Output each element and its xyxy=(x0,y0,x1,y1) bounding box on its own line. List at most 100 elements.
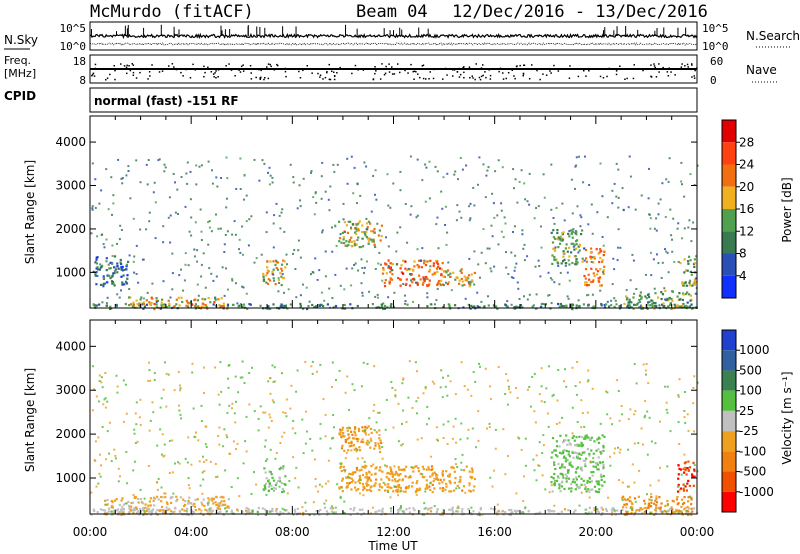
echo-cell xyxy=(360,231,364,234)
echo-cell xyxy=(107,510,110,513)
echo-cell xyxy=(550,231,553,234)
echo-cell xyxy=(462,485,466,488)
echo-cell xyxy=(568,462,571,465)
echo-cell xyxy=(441,262,444,265)
echo-cell xyxy=(467,274,471,277)
nave-point xyxy=(653,65,656,67)
echo-cell xyxy=(269,260,272,263)
echo-cell xyxy=(281,277,284,280)
echo-cell xyxy=(331,250,334,253)
echo-cell xyxy=(90,491,93,494)
nave-point xyxy=(375,70,377,72)
echo-cell xyxy=(138,302,141,305)
echo-cell xyxy=(556,229,559,232)
colorbar-segment xyxy=(722,186,736,209)
echo-cell xyxy=(693,262,697,265)
echo-cell xyxy=(187,501,190,504)
echo-cell xyxy=(198,165,201,168)
echo-cell xyxy=(402,283,405,285)
echo-cell xyxy=(655,306,658,309)
echo-cell xyxy=(573,481,577,484)
echo-cell xyxy=(262,488,265,491)
echo-cell xyxy=(401,422,403,425)
echo-cell xyxy=(382,267,385,270)
echo-cell xyxy=(159,509,162,512)
nave-point xyxy=(550,72,552,74)
echo-cell xyxy=(196,260,199,263)
echo-cell xyxy=(541,452,544,454)
nave-point xyxy=(690,68,692,71)
echo-cell xyxy=(149,504,152,507)
y-tick-label: 2000 xyxy=(55,222,86,236)
echo-cell xyxy=(514,178,517,181)
echo-cell xyxy=(165,509,168,512)
nave-point xyxy=(333,78,336,81)
echo-cell xyxy=(236,508,239,511)
echo-cell xyxy=(585,281,588,284)
nave-point xyxy=(255,76,257,79)
echo-cell xyxy=(689,495,691,498)
echo-cell xyxy=(579,467,583,470)
echo-cell xyxy=(267,278,270,281)
echo-cell xyxy=(148,220,151,223)
echo-cell xyxy=(655,510,658,513)
echo-cell xyxy=(478,156,481,159)
echo-cell xyxy=(212,502,215,505)
echo-cell xyxy=(135,159,138,162)
y-tick-label: 1000 xyxy=(55,471,86,485)
echo-cell xyxy=(97,436,100,439)
echo-cell xyxy=(340,436,343,439)
echo-cell xyxy=(581,260,584,263)
echo-cell xyxy=(297,486,300,489)
nave-point xyxy=(557,70,560,72)
echo-cell xyxy=(517,306,520,309)
echo-cell xyxy=(508,388,510,391)
echo-cell xyxy=(556,455,559,458)
echo-cell xyxy=(680,180,683,183)
echo-cell xyxy=(650,499,653,502)
echo-cell xyxy=(401,510,404,513)
echo-cell xyxy=(449,482,452,485)
cpid-panel-frame xyxy=(89,87,698,113)
echo-cell xyxy=(378,251,381,254)
echo-cell xyxy=(354,227,357,230)
echo-cell xyxy=(465,164,468,167)
echo-cell xyxy=(588,452,591,456)
echo-cell xyxy=(602,269,605,272)
echo-cell xyxy=(94,460,97,462)
echo-cell xyxy=(424,278,427,281)
echo-cell xyxy=(526,200,529,203)
echo-cell xyxy=(615,162,618,165)
echo-cell xyxy=(161,433,164,436)
echo-cell xyxy=(425,468,428,471)
echo-cell xyxy=(389,267,393,271)
echo-cell xyxy=(274,483,277,487)
echo-cell xyxy=(338,432,341,435)
echo-cell xyxy=(570,178,573,181)
nave-point xyxy=(393,73,396,75)
echo-cell xyxy=(387,296,390,299)
echo-cell xyxy=(423,279,426,283)
echo-cell xyxy=(693,469,696,473)
echo-cell xyxy=(135,401,138,404)
echo-cell xyxy=(588,496,591,499)
echo-cell xyxy=(247,507,250,511)
echo-cell xyxy=(342,238,345,241)
echo-cell xyxy=(518,437,521,440)
echo-cell xyxy=(568,455,571,458)
echo-cell xyxy=(553,510,556,513)
echo-cell xyxy=(617,446,619,449)
echo-cell xyxy=(506,305,509,308)
echo-cell xyxy=(160,508,163,512)
echo-cell xyxy=(263,162,266,165)
echo-cell xyxy=(392,490,395,493)
echo-cell xyxy=(440,274,443,277)
echo-cell xyxy=(153,504,156,507)
echo-cell xyxy=(320,197,323,200)
echo-cell xyxy=(350,236,353,239)
echo-cell xyxy=(504,393,507,395)
echo-cell xyxy=(494,447,497,450)
nave-point xyxy=(642,69,644,72)
echo-cell xyxy=(388,486,391,489)
echo-cell xyxy=(576,457,579,460)
